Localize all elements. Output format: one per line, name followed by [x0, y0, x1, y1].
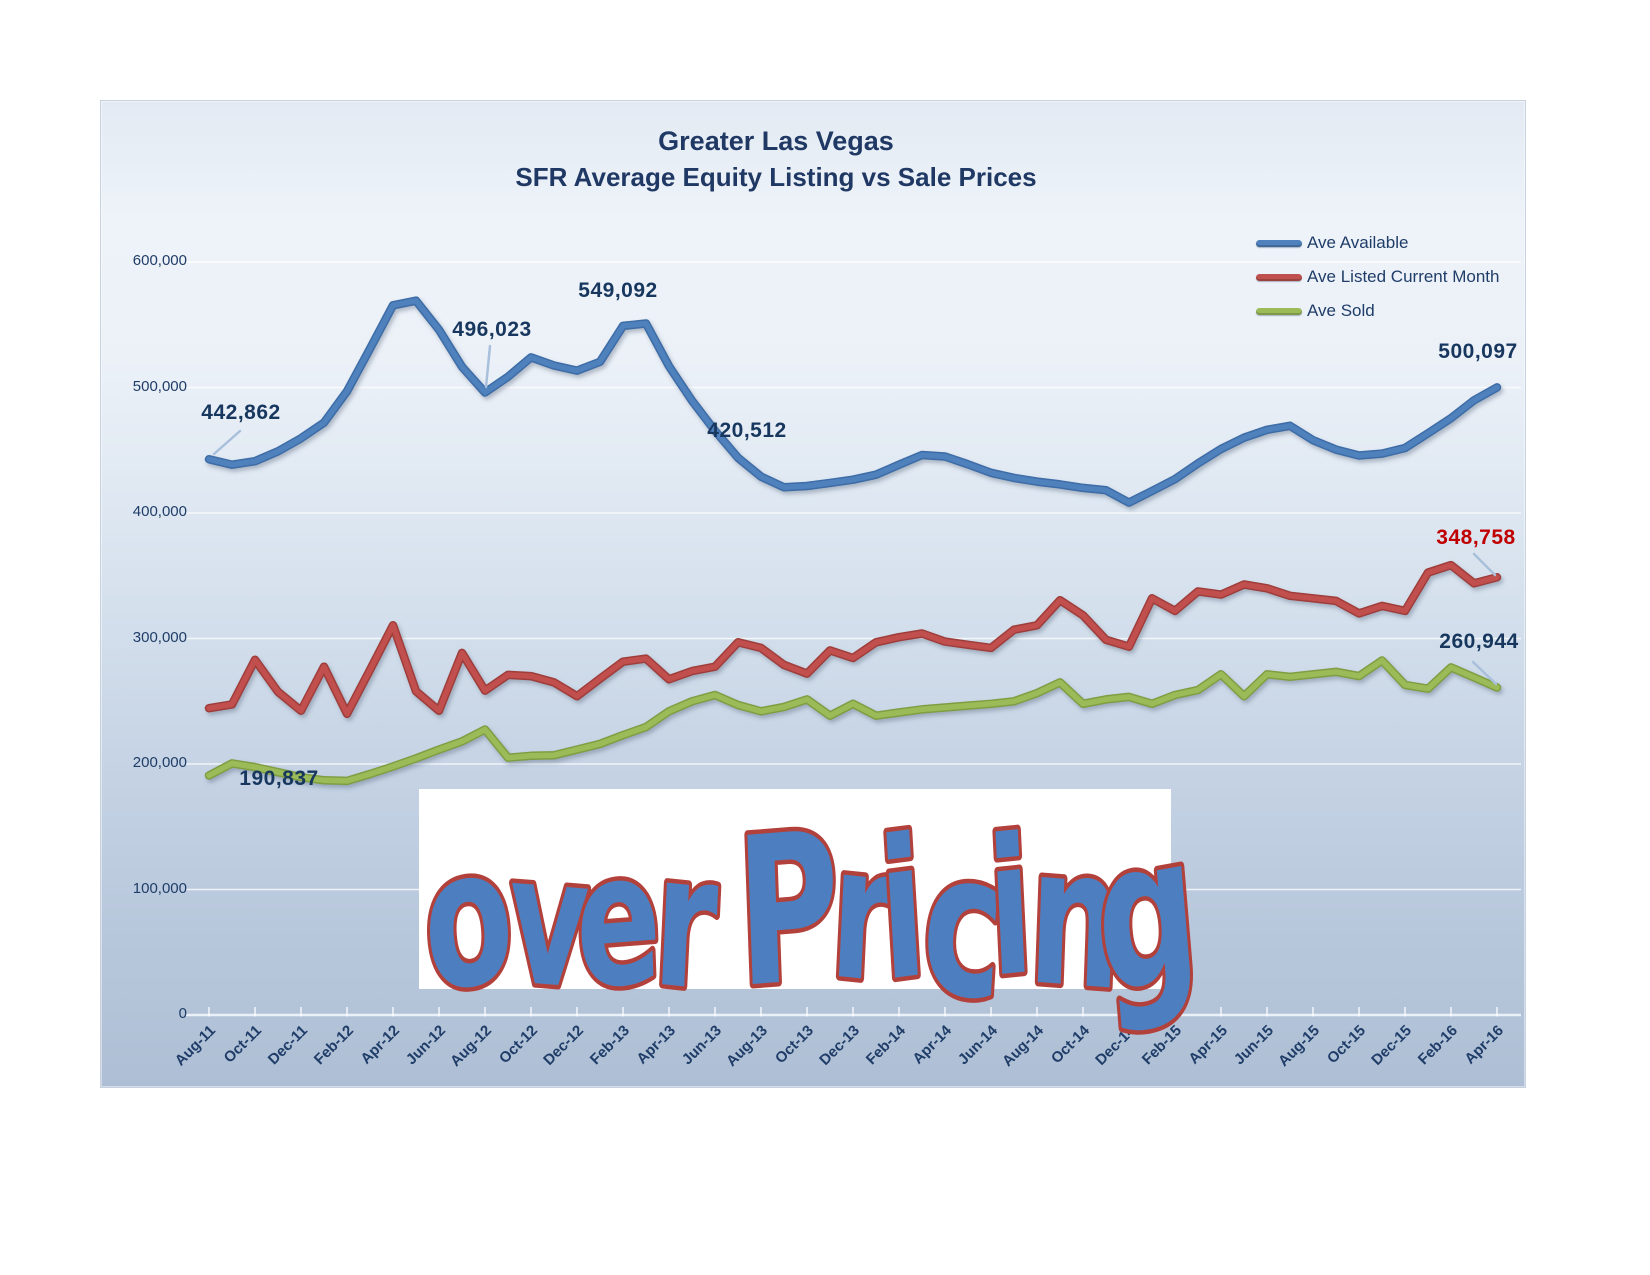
series-line-edge [204, 560, 1502, 719]
watermark-letter: e [572, 811, 664, 1031]
watermark-box [419, 789, 1171, 989]
data-callout: 260,944 [1439, 630, 1519, 653]
series-line [206, 297, 1500, 506]
chart-title: Greater Las Vegas SFR Average Equity Lis… [376, 123, 1176, 195]
watermark-letter: v [505, 815, 592, 1030]
legend-item-label: Ave Sold [1307, 301, 1375, 320]
legend-swatch [1256, 239, 1302, 247]
series-ave-sold [204, 656, 1502, 786]
legend-item: Ave Sold [1256, 300, 1499, 322]
data-callout: 442,862 [201, 401, 281, 424]
watermark-letter: P [733, 788, 844, 1034]
y-axis-label: 500,000 [132, 377, 187, 395]
series-line [206, 562, 1500, 717]
data-callout: 420,512 [707, 419, 787, 442]
watermark-letter: c [917, 805, 1011, 1047]
callout-leader [484, 344, 492, 389]
y-axis-label: 0 [178, 1005, 187, 1022]
legend-item-label: Ave Available [1307, 233, 1409, 252]
series-ave-available [204, 296, 1502, 507]
y-axis-label: 600,000 [132, 252, 187, 269]
watermark-letter: o [416, 803, 520, 1036]
legend-item: Ave Listed Current Month [1256, 266, 1499, 288]
legend-swatch [1256, 273, 1302, 281]
series-line [206, 657, 1500, 784]
y-axis-label: 400,000 [132, 503, 187, 520]
watermark-letter: n [1025, 803, 1126, 1033]
data-callout: 496,023 [452, 318, 532, 341]
chart-title-line1: Greater Las Vegas [658, 126, 894, 156]
data-callout: 500,097 [1438, 340, 1518, 363]
y-axis-label: 100,000 [132, 879, 187, 897]
chart-title-line2: SFR Average Equity Listing vs Sale Price… [515, 162, 1037, 192]
watermark-letter: r [649, 810, 722, 1033]
chart-plot [186, 261, 1521, 1017]
watermark-letter: g [1087, 787, 1206, 1042]
callout-leader [1471, 660, 1498, 686]
data-callout: 549,092 [578, 279, 658, 302]
data-callout: 190,837 [239, 767, 319, 790]
legend-item-label: Ave Listed Current Month [1307, 267, 1500, 286]
legend: Ave Available Ave Listed Current Month Ave… [1256, 232, 1499, 334]
callout-leader [212, 429, 242, 456]
data-callout: 348,758 [1436, 526, 1516, 549]
watermark-letter: r [826, 802, 899, 1025]
series-ave-listed-current-month [204, 560, 1502, 719]
callout-leader [1472, 552, 1497, 577]
legend-item: Ave Available [1256, 232, 1499, 254]
y-axis-label: 300,000 [132, 628, 187, 646]
y-axis-label: 200,000 [132, 754, 187, 771]
legend-swatch [1256, 307, 1302, 315]
chart-frame: Greater Las Vegas SFR Average Equity Lis… [100, 100, 1526, 1088]
